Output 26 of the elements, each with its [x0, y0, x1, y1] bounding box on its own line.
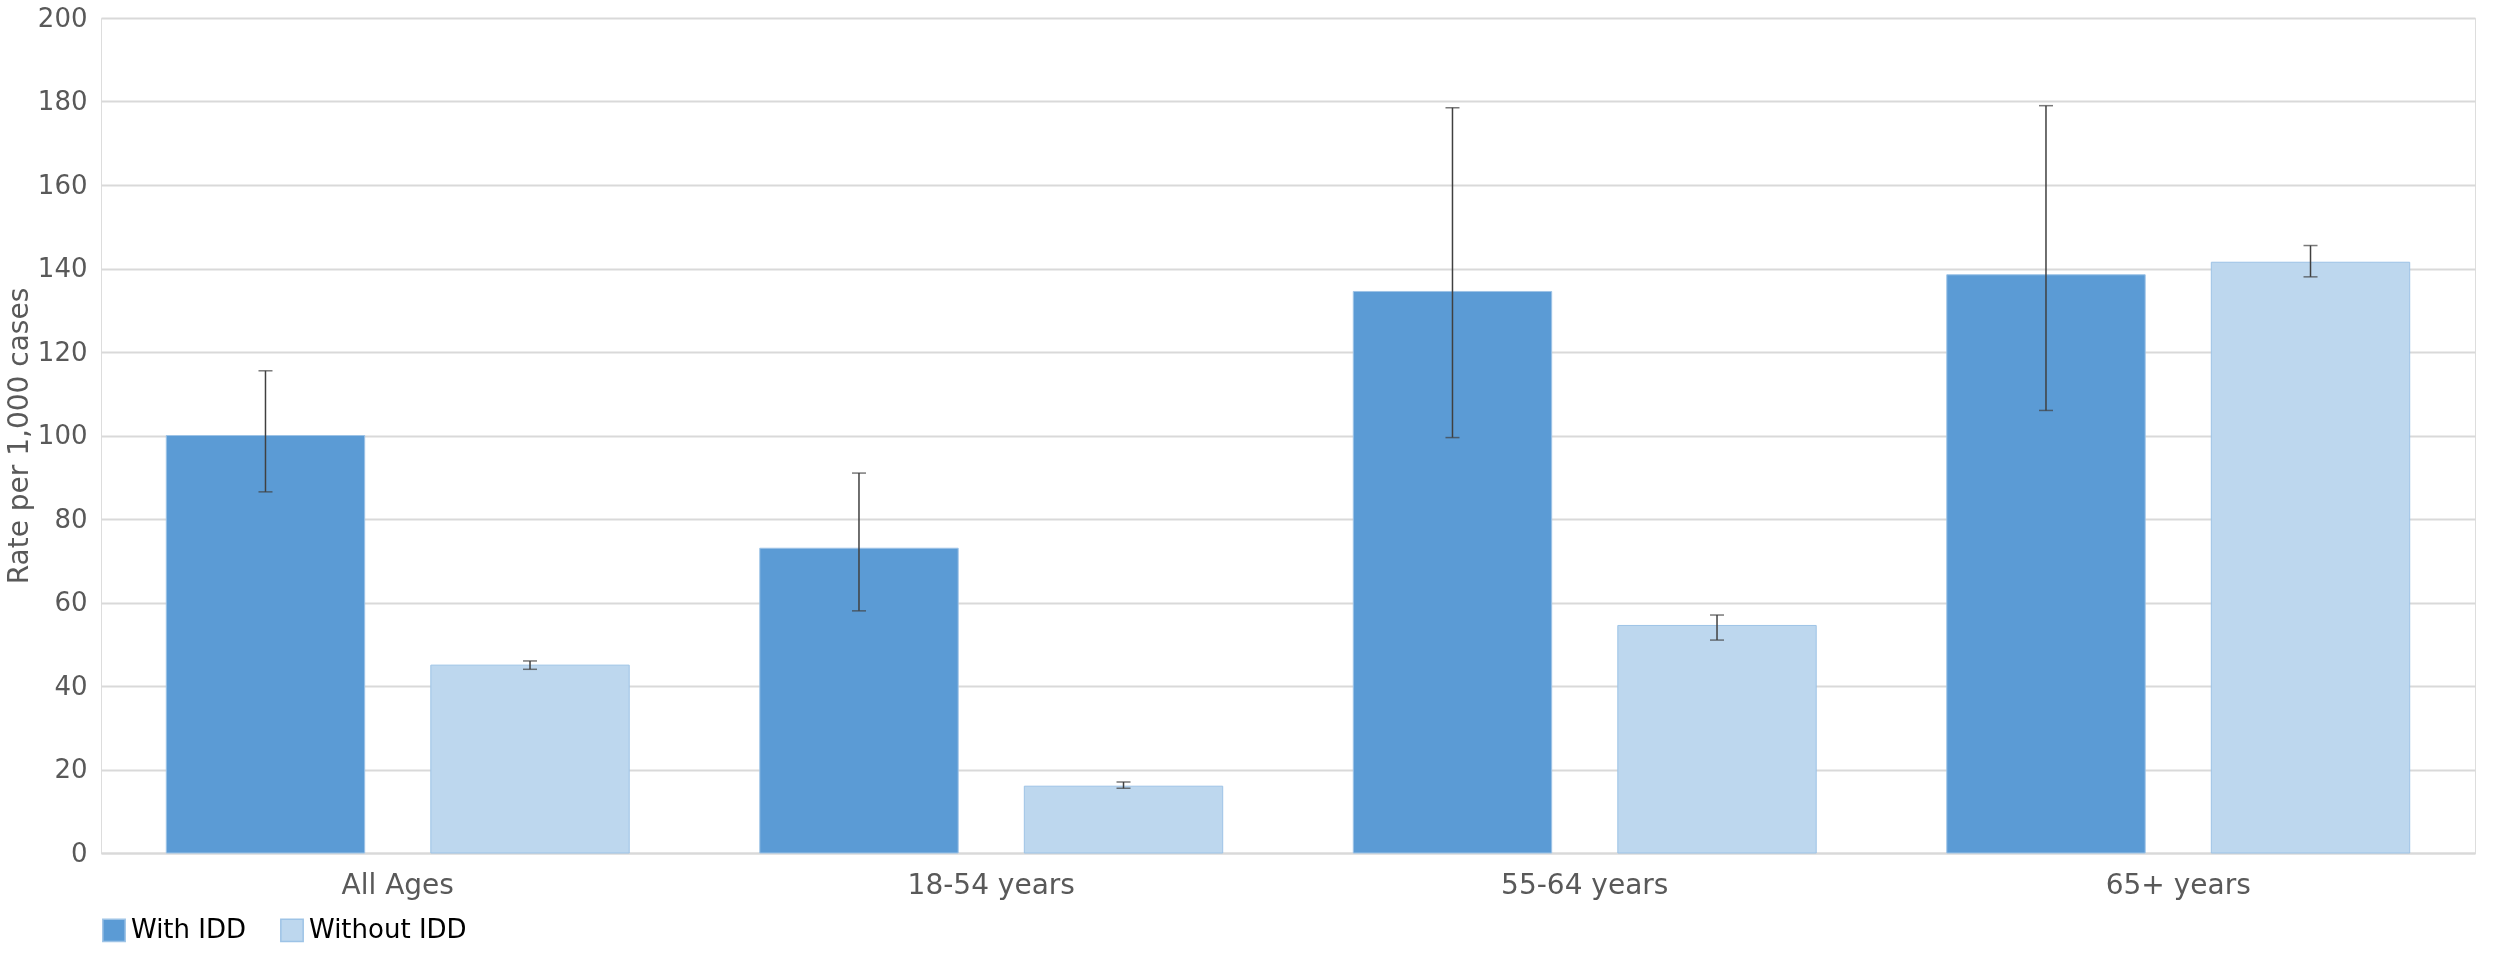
legend-label: With IDD: [131, 914, 247, 945]
y-tick-label: 140: [37, 253, 88, 283]
y-tick-label: 160: [37, 169, 88, 200]
x-tick-label: 55-64 years: [1501, 867, 1669, 901]
y-tick-label: 0: [70, 837, 88, 868]
y-tick-label: 20: [54, 754, 88, 784]
y-tick-label: 40: [54, 670, 88, 701]
x-tick-label: 18-54 years: [907, 867, 1075, 901]
y-tick-label: 200: [37, 2, 88, 33]
y-tick-label: 100: [37, 420, 88, 450]
bar: [1352, 290, 1553, 854]
y-tick-label: 180: [37, 86, 88, 116]
legend-label: Without IDD: [309, 914, 467, 945]
x-tick-label: All Ages: [341, 867, 454, 901]
bar: [165, 435, 366, 854]
bar: [1946, 274, 2146, 854]
bar: [430, 664, 630, 854]
y-tick-label: 80: [54, 503, 88, 534]
y-axis-title: Rate per 1,000 cases: [1, 287, 35, 585]
bar: [759, 547, 959, 854]
bar: [2210, 261, 2411, 854]
y-tick-label: 60: [54, 587, 88, 617]
bar: [1617, 624, 1817, 854]
x-tick-label: 65+ years: [2105, 867, 2251, 901]
y-tick-label: 120: [37, 336, 88, 367]
bar: [1023, 785, 1224, 854]
